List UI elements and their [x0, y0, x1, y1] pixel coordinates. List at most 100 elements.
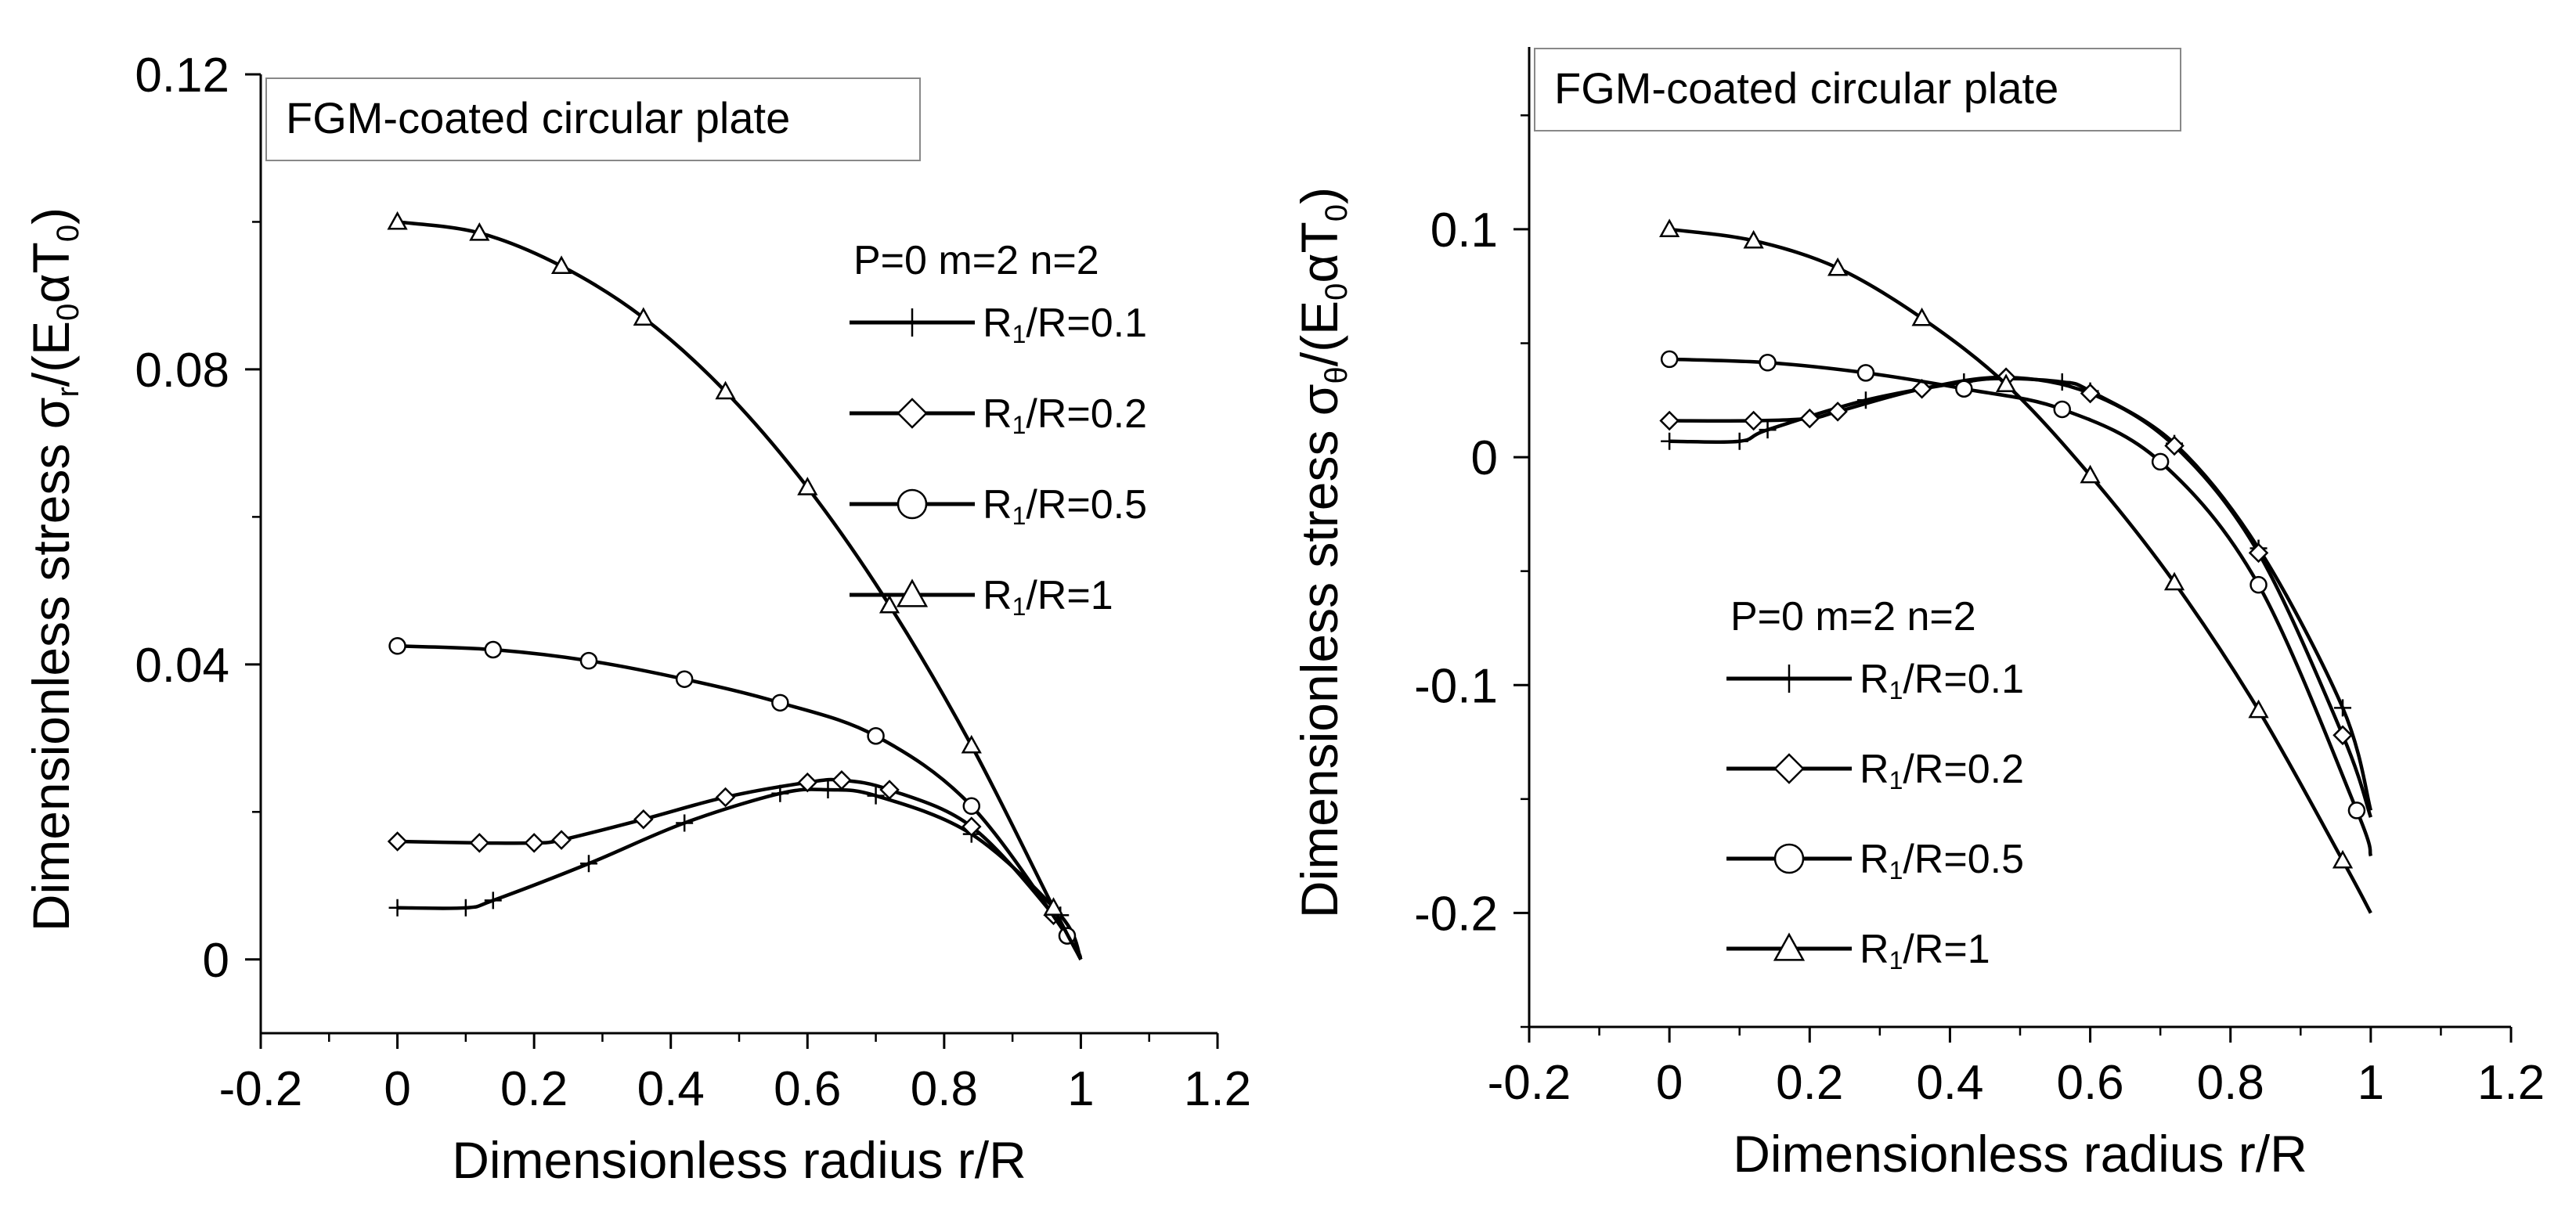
legend-label: R1/R=0.2	[1860, 747, 2024, 794]
x-tick-label: 0.6	[2056, 1056, 2123, 1110]
data-point-triangle	[1659, 218, 1680, 237]
legend-header: P=0 m=2 n=2	[1730, 594, 1976, 639]
y-label-main: Dimensionless stress	[22, 429, 80, 931]
y-label-main: Dimensionless stress	[1290, 416, 1348, 918]
y-label-sigma: σ	[22, 398, 80, 430]
x-tick-label: 0.4	[637, 1062, 705, 1116]
legend-marker-triangle	[1773, 932, 1806, 961]
legend-marker-triangle	[896, 578, 929, 607]
data-point-diamond	[879, 780, 900, 800]
legend-label-main: R	[1860, 837, 1889, 882]
title-box	[265, 77, 921, 161]
series-line-R1/R=1	[397, 220, 1083, 960]
legend-label-rest: /R=0.5	[1903, 837, 2024, 882]
data-point-diamond	[1827, 402, 1848, 422]
data-point-plus	[867, 787, 885, 805]
y-axis-label: Dimensionless stress σr/(E0αT0)	[22, 207, 85, 931]
legend-label: R1/R=0.1	[1860, 657, 2024, 704]
x-tick-label: 0.8	[2197, 1056, 2264, 1110]
y-label-sub3: 0	[1319, 204, 1354, 222]
data-point-circle	[867, 727, 885, 745]
data-point-diamond	[2080, 383, 2101, 404]
data-point-diamond	[551, 830, 572, 850]
data-point-circle	[675, 670, 694, 688]
y-label-tail: /(E	[1290, 301, 1348, 366]
data-point-triangle	[550, 255, 572, 275]
data-point-triangle	[1043, 897, 1064, 916]
legend-label-main: R	[983, 573, 1012, 618]
y-label-sub3: 0	[51, 225, 85, 242]
data-point-diamond	[1659, 410, 1679, 431]
legend-label-rest: /R=0.1	[1026, 301, 1147, 346]
data-point-circle	[1856, 364, 1875, 382]
data-point-circle	[2151, 452, 2170, 471]
series-line-R1/R=0.5	[1669, 357, 2373, 857]
y-label-alpha: αT	[22, 242, 80, 303]
legend-label-main: R	[1860, 747, 1889, 792]
legend-label-sub: 1	[1012, 411, 1026, 439]
panel-left: -0.2 0 0.2 0.4 0.6 0.8 1 1.2 0 0.04 0.08 0.12 Dimens…	[22, 49, 1251, 1189]
data-point-plus	[819, 781, 837, 799]
y-tick-label: 0.04	[135, 639, 229, 693]
legend-label: R1/R=1	[1860, 927, 1990, 974]
data-point-plus	[1730, 432, 1748, 450]
y-tick-label: 0.12	[135, 49, 229, 103]
data-point-circle	[1660, 350, 1679, 369]
data-point-triangle	[1827, 257, 1849, 276]
legend-label-rest: /R=0.2	[1026, 391, 1147, 437]
legend-label-sub: 1	[1889, 946, 1903, 974]
legend-label: R1/R=0.1	[983, 301, 1147, 348]
data-point-plus	[1661, 432, 1679, 450]
x-tick-label: 1.2	[1184, 1062, 1251, 1116]
legend-label-rest: /R=1	[1903, 927, 1990, 972]
y-axis-label: Dimensionless stress σθ/(E0αT0)	[1290, 187, 1354, 918]
data-point-triangle	[469, 222, 490, 241]
y-label-sub: θ	[1319, 366, 1354, 384]
data-point-triangle	[1743, 229, 1764, 249]
data-point-circle	[2249, 575, 2268, 594]
y-label-sub2: 0	[1319, 283, 1354, 301]
data-point-triangle	[879, 594, 900, 614]
legend-label-sub: 1	[1012, 320, 1026, 348]
panel-right: -0.2 0 0.2 0.4 0.6 0.8 1 1.2 -0.2 -0.1 0 0.1 Dimensi…	[1290, 47, 2545, 1183]
data-point-triangle	[2248, 699, 2269, 719]
x-tick-label: 0.2	[1776, 1056, 1843, 1110]
legend-label-rest: /R=0.1	[1903, 657, 2024, 702]
legend-label-rest: /R=0.5	[1026, 482, 1147, 528]
y-label-sub: r	[51, 387, 85, 397]
series-line-R1/R=1	[1669, 227, 2372, 914]
data-point-triangle	[2080, 464, 2101, 484]
data-point-circle	[1955, 380, 1973, 398]
x-tick-label: -0.2	[1488, 1056, 1571, 1110]
data-point-diamond	[633, 809, 654, 830]
x-axis-label: Dimensionless radius r/R	[1733, 1125, 2307, 1183]
data-point-circle	[962, 797, 981, 816]
legend-marker-diamond	[897, 398, 928, 429]
title-box-text: FGM-coated circular plate	[286, 93, 790, 142]
legend-label: R1/R=0.2	[983, 391, 1147, 439]
x-tick-label: 0.4	[1916, 1056, 1983, 1110]
data-point-diamond	[1743, 410, 1764, 431]
x-tick-label: 1.2	[2477, 1056, 2545, 1110]
x-tick-label: 0.2	[500, 1062, 568, 1116]
legend-label-sub: 1	[1889, 856, 1903, 884]
data-point-circle	[2347, 802, 2366, 820]
data-point-plus	[579, 855, 597, 873]
legend-label: R1/R=0.5	[983, 482, 1147, 530]
legend-marker-circle	[1773, 843, 1805, 874]
legend-label-main: R	[983, 482, 1012, 528]
data-point-diamond	[961, 816, 982, 837]
y-tick-label: -0.2	[1414, 887, 1498, 941]
data-point-plus	[1759, 421, 1777, 439]
x-tick-label: 0.6	[774, 1062, 841, 1116]
data-point-circle	[484, 640, 503, 659]
data-point-diamond	[797, 772, 818, 793]
legend-marker-plus	[898, 308, 926, 337]
data-point-triangle	[715, 380, 736, 400]
x-tick-label: 0	[1656, 1056, 1683, 1110]
data-point-triangle	[961, 734, 982, 754]
data-point-triangle	[797, 477, 818, 495]
x-tick-label: 0	[384, 1062, 410, 1116]
y-tick-label: 0.08	[135, 344, 229, 398]
